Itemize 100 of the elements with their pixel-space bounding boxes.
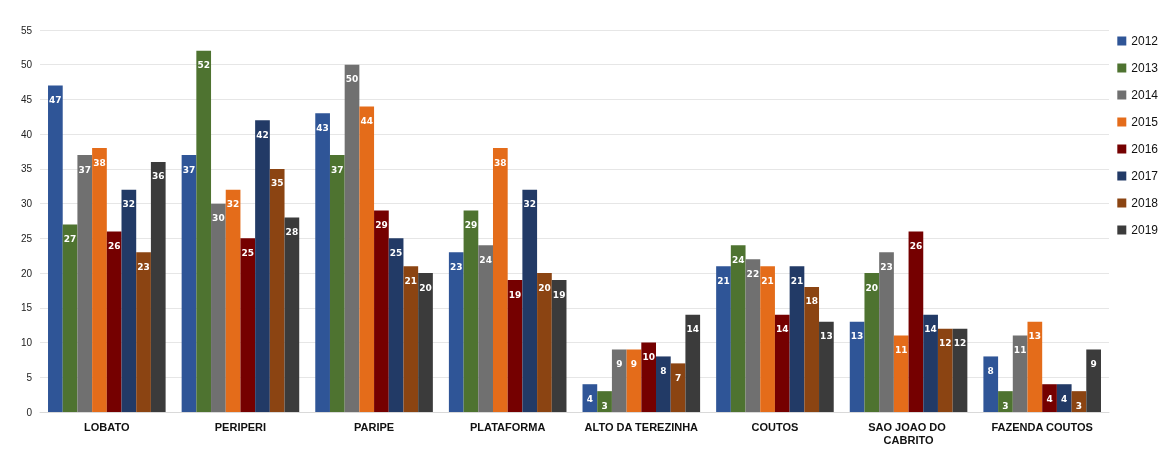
bar (478, 245, 493, 412)
bar (48, 85, 63, 412)
data-label: 7 (674, 372, 682, 383)
bar (908, 231, 924, 412)
x-tick-label: PERIPERI (214, 420, 267, 433)
data-label: 3 (1075, 400, 1083, 411)
x-tick-label: PARIPE (353, 420, 395, 433)
x-tick-label: SAO JOAO DO CABRITO (868, 420, 949, 446)
bar (685, 314, 701, 412)
data-label: 30 (212, 213, 225, 224)
data-label: 9 (616, 358, 623, 369)
bar (716, 266, 731, 412)
bar (136, 252, 151, 412)
data-label: 28 (285, 227, 299, 238)
bar (150, 161, 166, 412)
data-label: 8 (660, 365, 667, 376)
bar (789, 266, 805, 412)
bar (537, 273, 552, 412)
bar (774, 314, 790, 412)
bar (937, 328, 953, 412)
bar (62, 224, 78, 412)
data-label: 26 (909, 240, 923, 251)
data-label: 47 (49, 95, 62, 106)
bar (923, 314, 938, 412)
legend-label: 2014 (1131, 88, 1159, 102)
bar (1056, 384, 1072, 412)
bar (611, 349, 627, 412)
data-label: 29 (375, 220, 388, 231)
data-label: 14 (924, 324, 937, 335)
bar (864, 273, 880, 412)
bar (448, 252, 464, 412)
bar (492, 148, 508, 412)
bar (522, 189, 538, 412)
bar (597, 391, 612, 412)
x-tick-label: COUTOS (751, 420, 799, 433)
data-label: 20 (538, 282, 551, 293)
data-label: 4 (1046, 393, 1053, 404)
bar (1012, 335, 1028, 412)
data-label: 32 (226, 199, 240, 210)
data-label: 24 (479, 254, 492, 265)
bar (879, 252, 894, 412)
data-label: 21 (404, 275, 418, 286)
data-label: 19 (508, 289, 522, 300)
bar (106, 231, 122, 412)
y-tick-label: 50 (20, 59, 33, 71)
data-label: 4 (1061, 393, 1068, 404)
bar (211, 203, 226, 412)
data-label: 38 (93, 157, 106, 168)
data-label: 27 (63, 233, 77, 244)
data-label: 20 (865, 282, 879, 293)
data-label: 44 (360, 115, 373, 126)
bar (344, 64, 360, 412)
y-tick-label: 30 (20, 198, 33, 210)
data-label: 14 (686, 324, 700, 335)
legend-label: 2012 (1131, 34, 1159, 48)
data-label: 23 (880, 261, 893, 272)
bar (181, 155, 197, 412)
bar (418, 273, 433, 412)
y-tick-label: 35 (20, 163, 33, 175)
data-label: 21 (717, 275, 730, 286)
y-tick-label: 20 (20, 267, 33, 279)
data-label: 32 (523, 199, 536, 210)
bar (269, 168, 285, 412)
bar (849, 321, 865, 412)
bar (760, 266, 775, 412)
bar (240, 238, 256, 412)
y-tick-label: 5 (26, 371, 33, 383)
data-label: 3 (601, 400, 608, 411)
data-label: 19 (552, 289, 566, 300)
data-label: 9 (1090, 358, 1097, 369)
legend-label: 2019 (1131, 223, 1159, 237)
bar (507, 280, 523, 412)
x-tick-label: LOBATO (84, 420, 130, 433)
legend-label: 2017 (1131, 169, 1159, 183)
bar (819, 321, 834, 412)
bar (1086, 349, 1101, 412)
data-label: 37 (78, 164, 92, 175)
bar (893, 335, 909, 412)
bar (284, 217, 300, 412)
legend-label: 2015 (1131, 115, 1159, 129)
data-label: 32 (122, 199, 136, 210)
bar (359, 106, 375, 412)
y-tick-label: 25 (20, 232, 33, 244)
data-label: 11 (894, 345, 908, 356)
bar (952, 328, 968, 412)
data-label: 26 (107, 240, 121, 251)
x-tick-label: FAZENDA COUTOS (991, 420, 1093, 433)
data-label: 11 (1013, 345, 1027, 356)
data-label: 36 (151, 171, 165, 182)
data-label: 24 (731, 254, 745, 265)
bar (463, 210, 479, 412)
bar (730, 245, 746, 412)
bar (77, 155, 93, 412)
legend-label: 2016 (1131, 142, 1159, 156)
bar (983, 356, 999, 412)
bar (745, 259, 761, 412)
data-label: 37 (182, 164, 196, 175)
data-label: 21 (790, 275, 804, 286)
bar (374, 210, 389, 412)
bar (121, 189, 137, 412)
